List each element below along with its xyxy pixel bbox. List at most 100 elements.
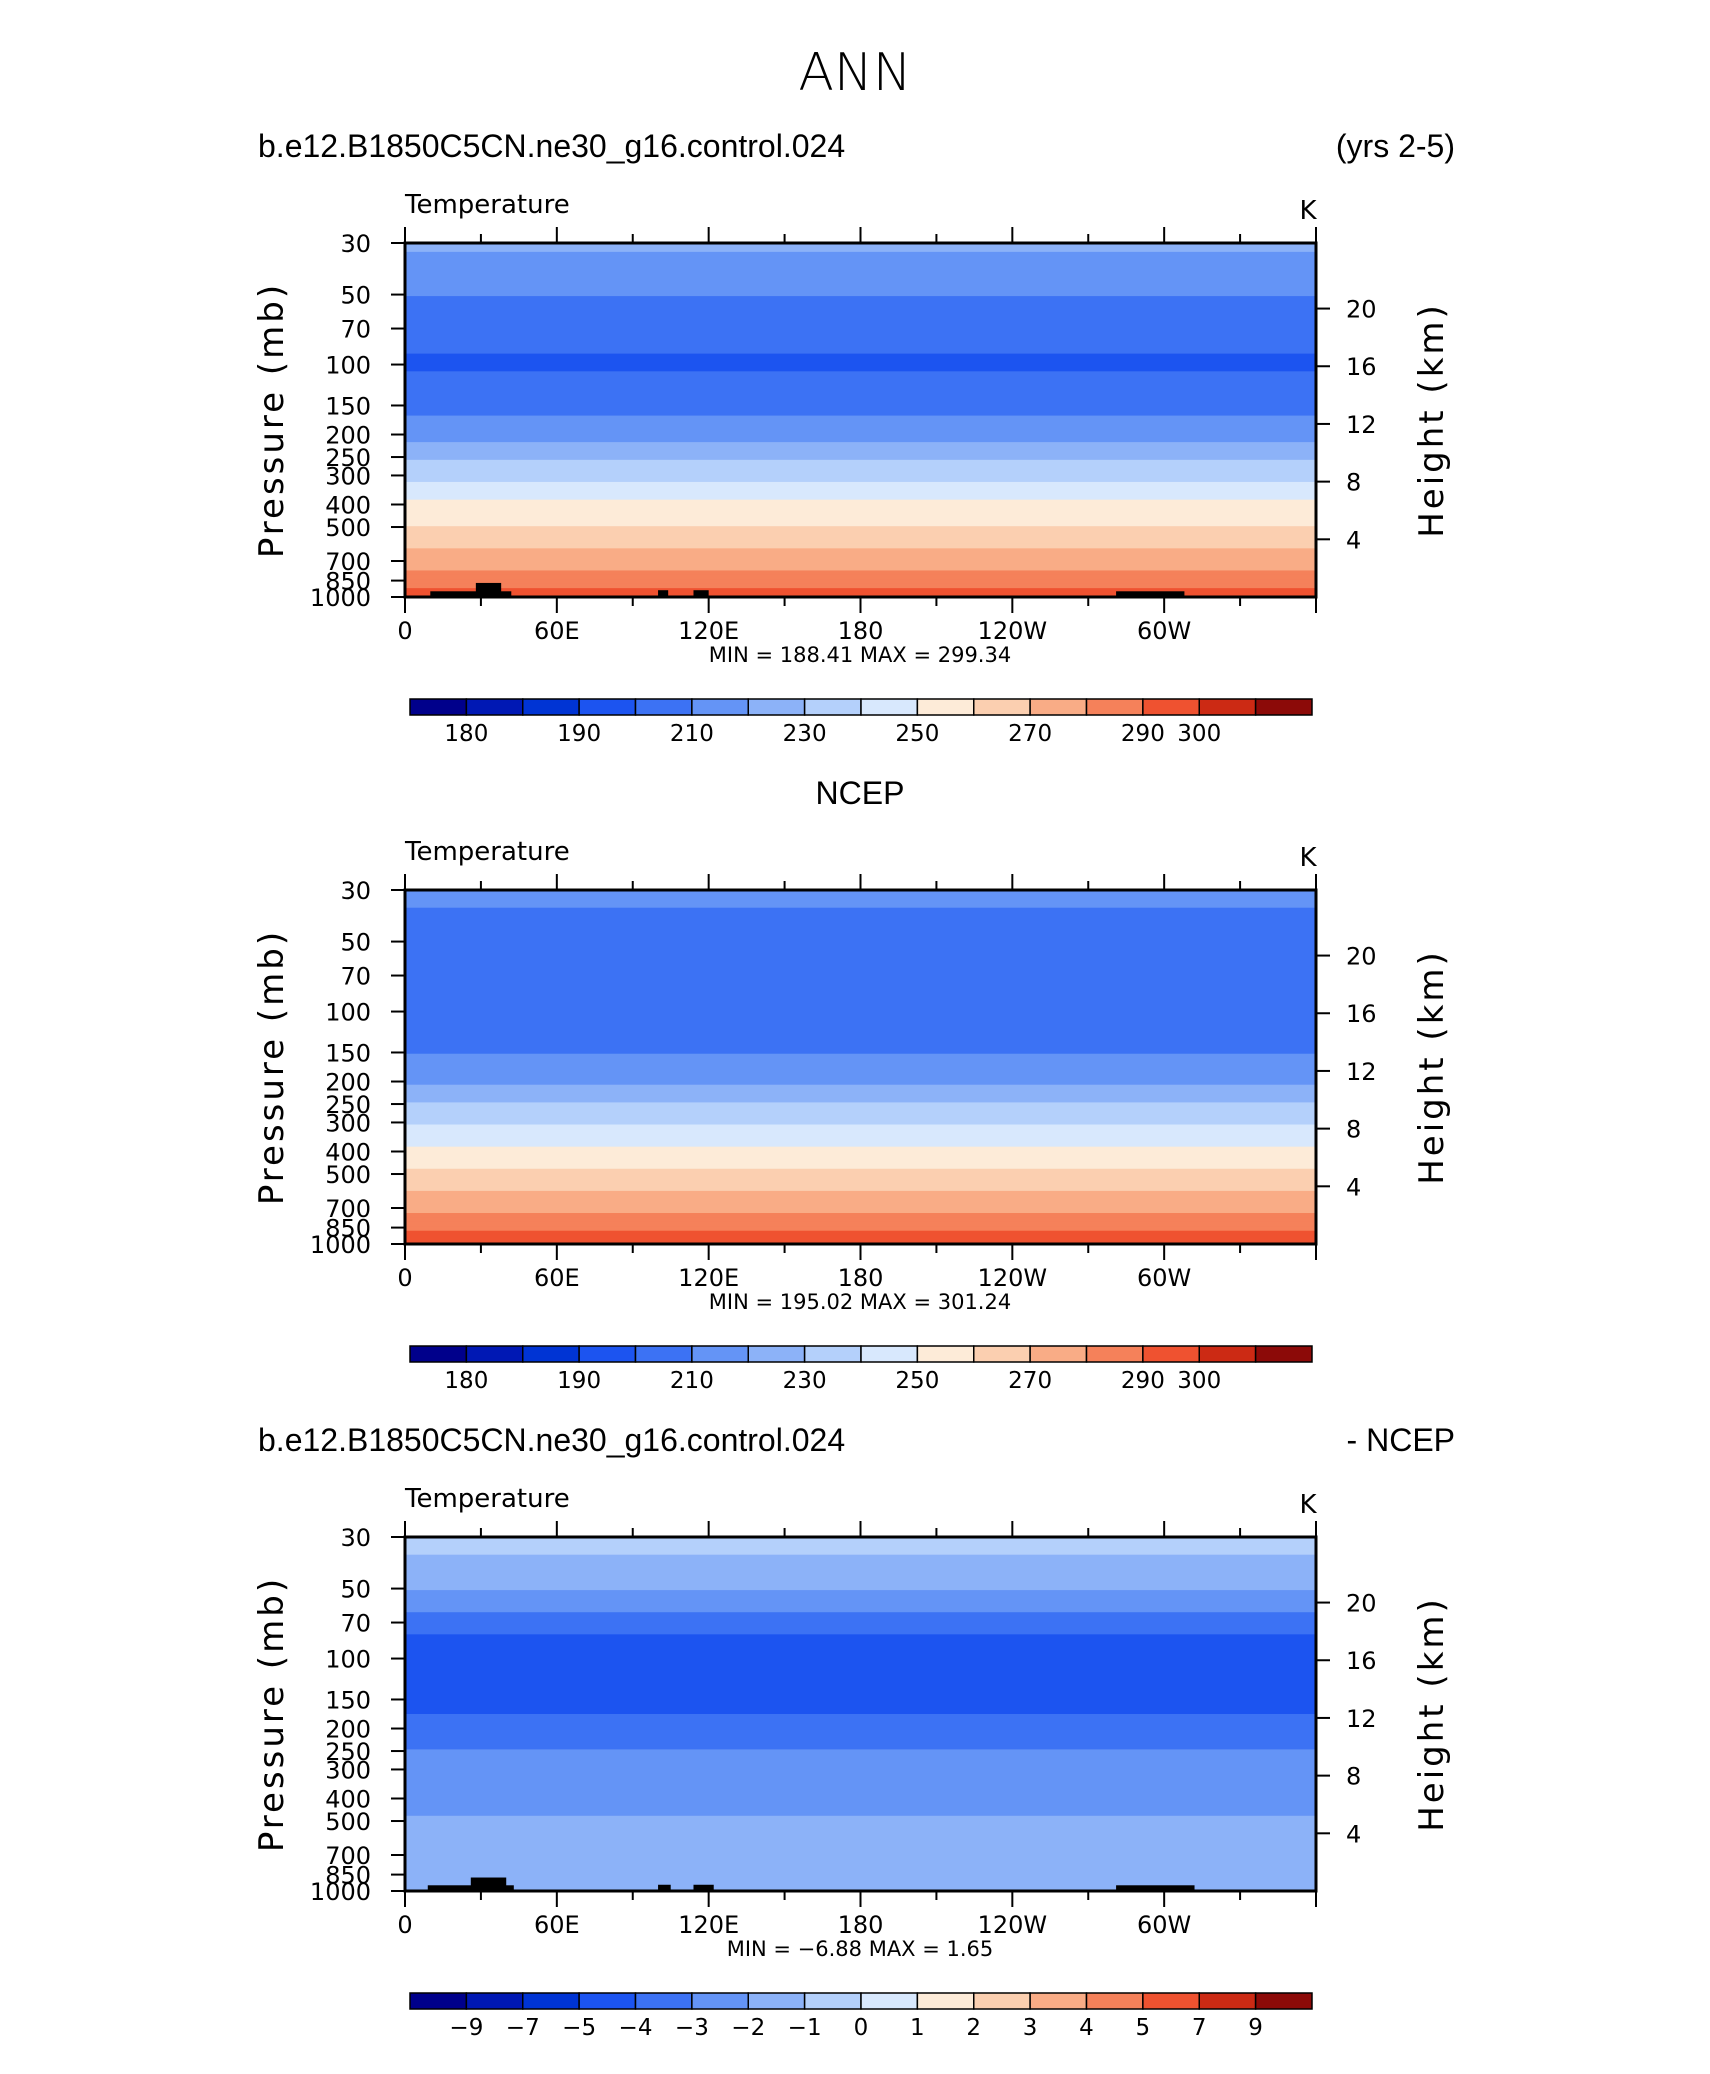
contour-band: [405, 397, 1316, 403]
height-tick-label: 12: [1346, 1705, 1377, 1733]
contour-band: [405, 982, 1316, 988]
contour-band: [405, 517, 1316, 523]
contour-band: [405, 450, 1316, 456]
contour-band: [405, 358, 1316, 364]
contour-band: [405, 1173, 1316, 1179]
contour-band: [405, 1590, 1316, 1596]
colorbar-swatch: [860, 1345, 919, 1363]
pressure-tick-label: 400: [325, 1138, 371, 1166]
contour-band: [405, 1656, 1316, 1662]
contour-band: [405, 322, 1316, 328]
topography-mask: [470, 1877, 507, 1891]
contour-band: [405, 1545, 1316, 1551]
contour-band: [405, 960, 1316, 966]
pressure-tick-label: 30: [340, 877, 371, 905]
colorbar-swatch: [860, 1992, 919, 2010]
contour-band: [405, 1616, 1316, 1622]
contour-band: [405, 1563, 1316, 1569]
contour-field: [405, 243, 1316, 598]
contour-band: [405, 1075, 1316, 1081]
pressure-tick-label: 400: [325, 491, 371, 519]
contour-band: [405, 1044, 1316, 1050]
contour-band: [405, 1226, 1316, 1232]
contour-band: [405, 1837, 1316, 1843]
contour-band: [405, 1833, 1316, 1839]
contour-band: [405, 1217, 1316, 1223]
contour-band: [405, 920, 1316, 926]
panel-header-right: (yrs 2-5): [1336, 128, 1455, 164]
colorbar-swatch: [691, 1992, 749, 2010]
contour-band: [405, 1634, 1316, 1640]
contour-band: [405, 1868, 1316, 1874]
colorbar-swatch: [1198, 1992, 1257, 2010]
panels: b.e12.B1850C5CN.ne30_g16.control.024 (yrs…: [252, 128, 1455, 2041]
lon-tick-label: 120W: [978, 617, 1048, 645]
contour-band: [405, 1164, 1316, 1170]
height-tick-label: 20: [1346, 943, 1377, 971]
contour-band: [405, 1559, 1316, 1565]
colorbar-swatch: [747, 698, 806, 716]
lon-tick-label: 120W: [978, 1911, 1048, 1939]
height-tick-label: 16: [1346, 1000, 1377, 1028]
colorbar-swatch: [634, 1992, 693, 2010]
pressure-tick-label: 100: [325, 999, 371, 1027]
contour-band: [405, 349, 1316, 355]
pressure-tick-label: 850: [325, 568, 371, 596]
contour-band: [405, 1111, 1316, 1117]
contour-band: [405, 459, 1316, 465]
contour-band: [405, 1798, 1316, 1804]
contour-band: [405, 947, 1316, 953]
contour-band: [405, 393, 1316, 399]
contour-band: [405, 1873, 1316, 1879]
contour-band: [405, 543, 1316, 549]
contour-band: [405, 1027, 1316, 1033]
colorbar-swatch: [803, 698, 862, 716]
contour-band: [405, 1753, 1316, 1759]
height-tick-label: 4: [1346, 1820, 1361, 1848]
contour-band: [405, 1824, 1316, 1830]
contour-band: [405, 1877, 1316, 1883]
contour-band: [405, 548, 1316, 554]
contour-band: [405, 1740, 1316, 1746]
colorbar-swatch: [634, 1345, 693, 1363]
pressure-tick-label: 50: [340, 1576, 371, 1604]
colorbar-swatch: [916, 1992, 975, 2010]
contour-band: [405, 1005, 1316, 1011]
units-label: K: [1299, 196, 1317, 226]
pressure-tick-label: 250: [325, 1091, 371, 1119]
contour-band: [405, 1137, 1316, 1143]
contour-band: [405, 420, 1316, 426]
pressure-tick-label: 70: [340, 1610, 371, 1638]
contour-band: [405, 296, 1316, 302]
colorbar-swatch: [409, 698, 468, 716]
contour-band: [405, 592, 1316, 598]
colorbar-swatch: [578, 1345, 637, 1363]
pressure-axis-label: Pressure (mb): [252, 282, 292, 558]
colorbar-label: −1: [788, 2015, 822, 2041]
contour-band: [405, 539, 1316, 545]
pressure-tick-label: 700: [325, 1842, 371, 1870]
contour-band: [405, 473, 1316, 479]
contour-band: [405, 1846, 1316, 1852]
contour-band: [405, 1151, 1316, 1157]
topography-mask: [475, 582, 502, 597]
contour-band: [405, 1089, 1316, 1095]
pressure-tick-label: 250: [325, 444, 371, 472]
contour-band: [405, 1554, 1316, 1560]
pressure-tick-label: 1000: [310, 1231, 371, 1259]
contour-band: [405, 1727, 1316, 1733]
contour-band: [405, 313, 1316, 319]
contour-band: [405, 1851, 1316, 1857]
min-max-stats: MIN = −6.88 MAX = 1.65: [727, 1937, 994, 1961]
colorbar-swatch: [1029, 698, 1088, 716]
colorbar: −9 −7 −5 −4 −3 −2 −1 0 1 2 3 4 5 7 9: [409, 1992, 1313, 2041]
pressure-tick-label: 1000: [310, 1878, 371, 1906]
colorbar-label: 2: [966, 2015, 981, 2041]
variable-label: Temperature: [404, 1484, 570, 1514]
contour-band: [405, 402, 1316, 408]
colorbar-label: 7: [1192, 2015, 1207, 2041]
panel-3: b.e12.B1850C5CN.ne30_g16.control.024 - NC…: [252, 1422, 1455, 2041]
pressure-tick-label: 200: [325, 1716, 371, 1744]
contour-band: [405, 1221, 1316, 1227]
colorbar-swatch: [409, 1345, 468, 1363]
